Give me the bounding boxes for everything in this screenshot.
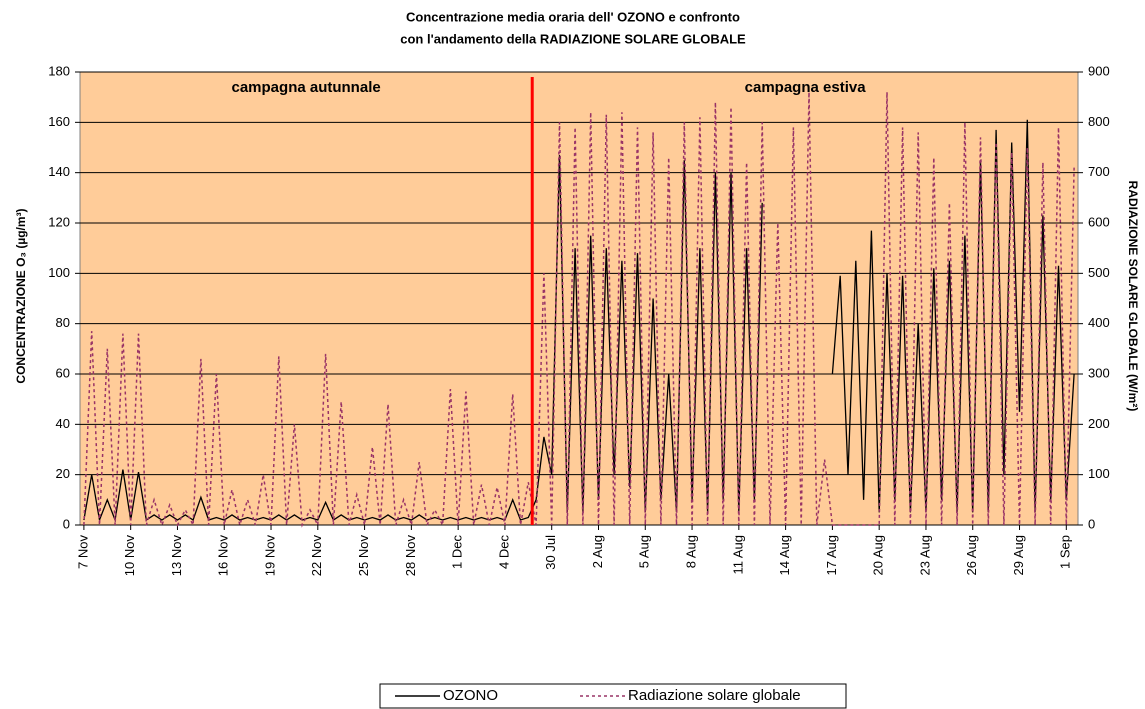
y2-tick-label: 600	[1088, 214, 1110, 229]
y2-tick-label: 200	[1088, 416, 1110, 431]
x-tick-label: 19 Nov	[262, 535, 277, 577]
y-tick-label: 40	[56, 416, 70, 431]
y-tick-label: 140	[48, 164, 70, 179]
annotation: campagna estiva	[745, 79, 867, 96]
y2-tick-label: 700	[1088, 164, 1110, 179]
x-tick-label: 11 Aug	[730, 535, 745, 575]
y2-tick-label: 100	[1088, 466, 1110, 481]
chart-subtitle: con l'andamento della RADIAZIONE SOLARE …	[400, 31, 746, 46]
y-tick-label: 180	[48, 63, 70, 78]
annotation: campagna autunnale	[232, 79, 381, 96]
x-tick-label: 25 Nov	[356, 535, 371, 577]
y2-tick-label: 800	[1088, 114, 1110, 129]
x-tick-label: 20 Aug	[871, 535, 886, 576]
y-tick-label: 120	[48, 214, 70, 229]
x-tick-label: 26 Aug	[964, 535, 979, 576]
x-tick-label: 17 Aug	[824, 535, 839, 576]
x-tick-label: 29 Aug	[1011, 535, 1026, 576]
x-tick-label: 7 Nov	[75, 535, 90, 569]
x-tick-label: 2 Aug	[590, 535, 605, 568]
y-tick-label: 80	[56, 315, 70, 330]
x-tick-label: 22 Nov	[309, 535, 324, 577]
x-tick-label: 28 Nov	[403, 535, 418, 577]
x-tick-label: 1 Dec	[450, 535, 465, 569]
y-tick-label: 160	[48, 114, 70, 129]
y-axis-label: CONCENTRAZIONE O₃ (µg/m³)	[14, 208, 28, 383]
x-tick-label: 5 Aug	[637, 535, 652, 568]
y-tick-label: 20	[56, 466, 70, 481]
x-tick-label: 30 Jul	[543, 535, 558, 570]
x-tick-label: 4 Dec	[496, 535, 511, 569]
x-tick-label: 8 Aug	[683, 535, 698, 568]
y2-tick-label: 0	[1088, 516, 1095, 531]
y2-axis-label: RADIAZIONE SOLARE GLOBALE (W/m²)	[1126, 181, 1140, 412]
y2-tick-label: 300	[1088, 365, 1110, 380]
x-tick-label: 1 Sep	[1058, 535, 1073, 569]
x-tick-label: 14 Aug	[777, 535, 792, 576]
x-tick-label: 10 Nov	[122, 535, 137, 577]
chart-title: Concentrazione media oraria dell' OZONO …	[406, 9, 740, 24]
y-tick-label: 100	[48, 265, 70, 280]
y2-tick-label: 400	[1088, 315, 1110, 330]
y-tick-label: 60	[56, 365, 70, 380]
y2-tick-label: 500	[1088, 265, 1110, 280]
legend-label: Radiazione solare globale	[628, 687, 801, 704]
x-tick-label: 13 Nov	[169, 535, 184, 577]
legend-label: OZONO	[443, 687, 498, 704]
y-tick-label: 0	[63, 516, 70, 531]
y2-tick-label: 900	[1088, 63, 1110, 78]
legend: OZONO Radiazione solare globale	[379, 683, 847, 709]
x-tick-label: 16 Nov	[216, 535, 231, 577]
x-tick-label: 23 Aug	[917, 535, 932, 576]
